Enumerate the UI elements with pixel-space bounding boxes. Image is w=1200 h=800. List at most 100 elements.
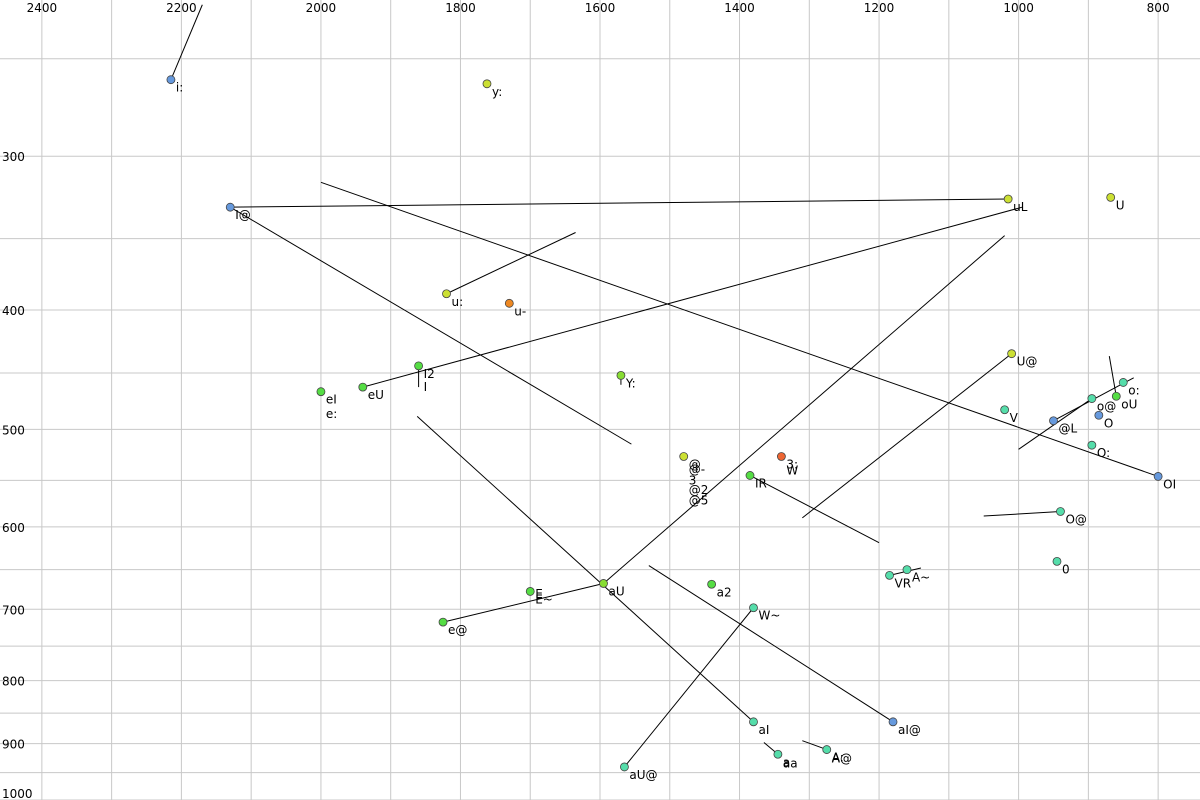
- vowel-label: u-: [514, 304, 526, 318]
- vowel-point: [166, 75, 176, 85]
- vowel-label: V: [1010, 411, 1019, 425]
- vowel-label: I2: [424, 367, 435, 381]
- vowel-point: [745, 471, 755, 480]
- y-tick-label: 600: [2, 521, 25, 535]
- vowel-label: aU@: [629, 768, 657, 782]
- trajectory-line: [230, 198, 1009, 208]
- vowel-label: a2: [717, 585, 732, 599]
- vowel-label: @: [689, 457, 701, 471]
- x-tick-label: 1000: [1003, 1, 1034, 15]
- vowel-point: [776, 452, 786, 461]
- vowel-point: [599, 579, 608, 588]
- vowel-label: y:: [492, 85, 502, 99]
- vowel-point: [316, 387, 326, 397]
- vowel-point: [679, 452, 689, 461]
- vowel-label: I: [424, 380, 428, 394]
- vowel-label: aa: [783, 756, 798, 770]
- axis-ticks: 2400 2200 2000 1800 1600 1400 1200 1000 800 300 40…: [2, 1, 1170, 800]
- vowel-label: W~: [758, 609, 780, 623]
- vowel-label: eU: [368, 388, 384, 402]
- trajectory-line: [416, 416, 754, 723]
- vowel-label: e:: [326, 407, 337, 421]
- x-tick-label: 2200: [166, 1, 197, 15]
- vowel-label: W: [786, 464, 798, 478]
- trajectory-line: [442, 582, 604, 623]
- x-tick-label: 1200: [864, 1, 895, 15]
- y-tick-label: 500: [2, 423, 25, 437]
- vowel-point: [616, 370, 626, 380]
- vowel-label: aU: [608, 584, 624, 598]
- y-tick-label: 400: [2, 304, 25, 318]
- vowel-point: [885, 570, 894, 580]
- vowel-point: [707, 579, 717, 589]
- vowel-points: [166, 75, 1163, 772]
- vowel-point: [482, 79, 492, 89]
- trajectory-line: [648, 565, 894, 723]
- vowel-label: OI: [1163, 477, 1176, 491]
- vowel-point: [822, 745, 832, 754]
- vowel-point: [1111, 391, 1121, 401]
- vowel-label: U@: [1017, 355, 1038, 369]
- vowel-label: aI@: [898, 723, 921, 737]
- vowel-point: [1153, 472, 1163, 481]
- y-tick-label: 1000: [2, 787, 33, 800]
- vowel-point: [1000, 405, 1010, 415]
- y-tick-label: 300: [2, 150, 25, 164]
- vowel-label: e@: [448, 623, 467, 637]
- trajectory-line: [802, 353, 1012, 519]
- trajectory-line: [362, 206, 1023, 388]
- vowel-label: O@: [1065, 512, 1086, 526]
- vowel-label: u:: [452, 295, 464, 309]
- x-tick-label: 1400: [724, 1, 755, 15]
- vowel-label: 3: [689, 473, 697, 487]
- trajectory-line: [446, 232, 576, 295]
- vowel-point: [358, 382, 368, 392]
- vowel-point: [1003, 194, 1013, 204]
- trajectory-line: [983, 510, 1061, 517]
- vowel-label: aI: [758, 723, 769, 737]
- vowel-point: [902, 565, 912, 575]
- vowel-point: [1049, 416, 1058, 426]
- vowel-point: [620, 762, 629, 772]
- vowel-label: @-: [689, 463, 705, 477]
- x-tick-label: 2400: [27, 1, 58, 15]
- vowel-label: A@: [832, 751, 852, 765]
- trajectory-line: [1108, 356, 1117, 397]
- y-tick-label: 900: [2, 738, 25, 752]
- vowel-label: Y:: [625, 376, 636, 390]
- y-tick-label: 800: [2, 675, 25, 689]
- vowel-label: a: [783, 755, 790, 769]
- vowel-label: eI: [326, 393, 337, 407]
- vowel-point: [1052, 556, 1062, 566]
- vowel-label: oU: [1121, 397, 1137, 411]
- x-tick-label: 800: [1147, 1, 1170, 15]
- trajectory-line: [624, 607, 754, 768]
- vowel-point: [749, 717, 758, 727]
- vowel-point: [442, 289, 451, 299]
- vowel-label: o:: [1128, 383, 1139, 397]
- vowel-point: [525, 587, 535, 596]
- vowel-labels: i: y: I@ uL Uu: u- I2 eI eU Y: U@ V @L o@ oUo: O O: OI @ 3:…: [176, 81, 1176, 782]
- x-tick-label: 1600: [585, 1, 616, 15]
- vowel-point: [1118, 378, 1128, 387]
- vowel-label: E~: [535, 592, 553, 606]
- vowel-point: [1087, 440, 1097, 450]
- vowel-point: [1056, 507, 1065, 516]
- vowel-label: @L: [1058, 422, 1077, 436]
- vowel-point: [1106, 192, 1116, 202]
- vowel-point: [773, 749, 783, 759]
- x-tick-label: 2000: [306, 1, 337, 15]
- vowel-label: @2: [689, 483, 709, 497]
- vowel-label: 0: [1062, 562, 1070, 576]
- trajectory-line: [320, 181, 1159, 477]
- trajectory-line: [749, 474, 880, 544]
- vowel-label: O: [1104, 416, 1113, 430]
- vowel-point: [414, 361, 424, 371]
- vowel-label: O:: [1097, 446, 1110, 460]
- vowel-label: uL: [1013, 200, 1028, 214]
- vowel-point: [225, 202, 235, 212]
- vowel-point: [749, 603, 758, 613]
- trajectory-line: [603, 235, 1005, 584]
- x-tick-label: 1800: [445, 1, 476, 15]
